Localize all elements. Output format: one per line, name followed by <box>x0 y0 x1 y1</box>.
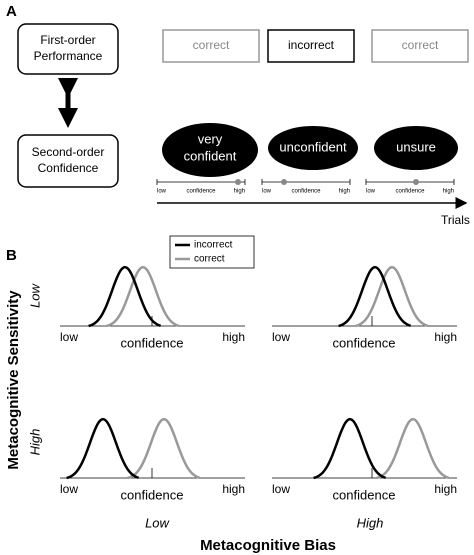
y-level: High <box>27 429 42 456</box>
distribution <box>127 417 200 480</box>
axis-label: low <box>272 482 290 496</box>
legend-label: correct <box>194 254 225 265</box>
distribution <box>313 417 386 480</box>
outcome-box <box>162 29 260 63</box>
box <box>17 134 119 188</box>
confidence-ellipse <box>268 126 358 170</box>
box <box>17 23 119 75</box>
x-label: Metacognitive Bias <box>200 537 336 554</box>
scale-label: high <box>443 189 454 195</box>
scale-label: confidence <box>186 189 216 195</box>
scale-label: confidence <box>291 189 321 195</box>
axis-label: confidence <box>121 335 184 350</box>
axis-label: confidence <box>121 487 184 502</box>
scale-label: low <box>157 189 167 195</box>
scale-label: high <box>234 189 245 195</box>
axis-label: high <box>222 482 245 496</box>
plots: low confidence high low confidence high low con… <box>60 265 457 502</box>
scale-label: high <box>339 189 350 195</box>
box-text: First-order <box>40 33 95 47</box>
y-level: Low <box>27 282 42 307</box>
axis-label: low <box>60 330 78 344</box>
distribution <box>338 265 411 328</box>
scale-dot <box>281 179 287 185</box>
confidence-ellipse <box>374 126 458 170</box>
scale-dot <box>235 179 241 185</box>
axis-label: high <box>434 482 457 496</box>
y-label: Metacognitive Sensitivity <box>5 290 22 470</box>
box-text: Second-order <box>32 145 105 159</box>
outcome: incorrect <box>288 38 335 52</box>
scale-label: confidence <box>395 189 425 195</box>
legend-label: incorrect <box>194 240 233 251</box>
scale-dot <box>413 179 419 185</box>
axis-label: low <box>272 330 290 344</box>
legend-box <box>169 235 255 269</box>
axis-label: Trials <box>441 213 470 227</box>
x-level: High <box>357 515 384 530</box>
scale-label: low <box>366 189 376 195</box>
panel-label: A <box>6 3 17 20</box>
distribution <box>376 417 449 480</box>
outcome: correct <box>193 38 230 52</box>
confidence: unconfident <box>279 139 347 154</box>
confidence: unsure <box>396 139 436 154</box>
outcome-box <box>267 29 355 63</box>
axis-label: confidence <box>333 335 396 350</box>
confidence: very <box>198 131 223 146</box>
axis-label: high <box>434 330 457 344</box>
axis-label: confidence <box>333 487 396 502</box>
scale-label: low <box>262 189 272 195</box>
axis-label: low <box>60 482 78 496</box>
distribution <box>106 265 179 328</box>
confidence: confident <box>184 148 237 163</box>
confidence-ellipse <box>162 123 258 177</box>
axis-label: high <box>222 330 245 344</box>
outcome: correct <box>402 38 439 52</box>
distribution <box>88 265 161 328</box>
box-text: Confidence <box>38 161 99 175</box>
outcome-box <box>371 29 469 63</box>
panel-label: B <box>6 247 17 264</box>
scales: low confidence high low confidence high low con… <box>156 179 455 195</box>
box-text: Performance <box>34 49 103 63</box>
distribution <box>66 417 139 480</box>
x-level: Low <box>145 515 170 530</box>
distribution <box>355 265 428 328</box>
